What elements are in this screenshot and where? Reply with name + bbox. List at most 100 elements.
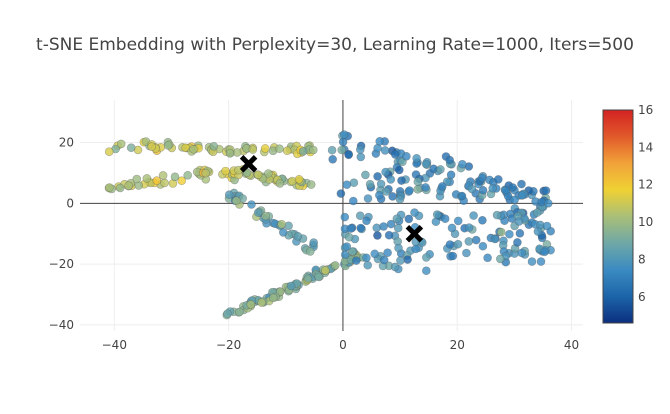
- data-point: [373, 231, 382, 240]
- colorbar: 6 8 10 12 14 16: [602, 103, 653, 324]
- data-point: [457, 191, 467, 201]
- colorbar-tick-label: 16: [638, 103, 653, 117]
- data-point: [517, 191, 527, 200]
- data-point: [505, 229, 514, 239]
- data-point: [327, 145, 337, 155]
- scatter-points: [104, 130, 556, 320]
- data-point: [393, 223, 403, 233]
- data-point: [124, 181, 133, 190]
- data-point: [105, 183, 114, 192]
- data-point: [347, 247, 357, 256]
- data-point: [132, 174, 142, 184]
- data-point: [412, 154, 421, 163]
- centroid-marker: [239, 155, 258, 173]
- data-point: [471, 235, 481, 245]
- data-point: [337, 145, 347, 155]
- data-point: [183, 171, 192, 180]
- data-point: [284, 221, 293, 231]
- data-point: [388, 192, 397, 201]
- data-point: [303, 274, 313, 283]
- data-point: [445, 155, 455, 165]
- data-point: [492, 210, 502, 220]
- data-point: [517, 248, 527, 258]
- data-point: [495, 254, 505, 264]
- data-point: [115, 183, 125, 193]
- data-point: [158, 171, 168, 180]
- data-point: [394, 165, 404, 175]
- data-point: [277, 219, 286, 229]
- data-point: [298, 147, 308, 156]
- data-point: [253, 170, 263, 179]
- data-point: [392, 214, 402, 223]
- data-point: [361, 170, 370, 180]
- data-point: [453, 239, 463, 249]
- data-point: [517, 179, 526, 189]
- data-point: [381, 187, 391, 196]
- data-point: [405, 186, 414, 195]
- data-point: [224, 190, 234, 199]
- data-point: [421, 266, 431, 276]
- data-point: [116, 139, 126, 149]
- data-point: [336, 189, 346, 198]
- data-point: [469, 211, 478, 220]
- data-point: [275, 144, 284, 153]
- data-point: [501, 185, 510, 195]
- data-point: [457, 159, 467, 169]
- data-point: [380, 146, 390, 155]
- data-point: [344, 150, 353, 160]
- data-point: [363, 260, 373, 270]
- data-point: [356, 223, 366, 233]
- data-point: [383, 248, 392, 257]
- data-point: [436, 165, 445, 174]
- colorbar-tick-label: 8: [638, 252, 646, 266]
- data-point: [223, 309, 232, 319]
- x-tick-label: 0: [339, 338, 347, 352]
- data-point: [372, 223, 382, 233]
- data-point: [510, 195, 519, 205]
- data-point: [514, 217, 524, 226]
- data-point: [181, 143, 190, 153]
- data-point: [363, 194, 373, 203]
- data-point: [355, 145, 365, 154]
- data-point: [163, 141, 173, 150]
- data-point: [126, 143, 136, 152]
- data-point: [201, 168, 210, 178]
- data-point: [308, 145, 318, 155]
- data-point: [376, 179, 386, 189]
- data-point: [483, 253, 492, 263]
- data-point: [355, 211, 365, 220]
- data-point: [142, 174, 152, 183]
- data-point: [396, 256, 405, 265]
- data-point: [356, 152, 366, 162]
- data-point: [248, 145, 258, 154]
- y-tick-label: 0: [66, 196, 74, 210]
- x-tick-label: 40: [564, 338, 579, 352]
- data-point: [209, 142, 219, 151]
- data-point: [309, 238, 319, 247]
- data-point: [540, 247, 549, 257]
- data-point: [464, 237, 474, 246]
- data-point: [448, 251, 458, 261]
- x-tick-label: −40: [102, 338, 127, 352]
- data-point: [421, 253, 431, 262]
- data-point: [338, 137, 348, 147]
- data-point: [379, 255, 389, 265]
- data-point: [478, 216, 487, 225]
- data-point: [342, 180, 352, 189]
- colorbar-tick-label: 10: [638, 215, 653, 229]
- data-point: [225, 149, 235, 158]
- data-point: [397, 176, 406, 185]
- data-point: [413, 185, 423, 194]
- data-point: [440, 214, 450, 223]
- data-point: [346, 224, 356, 233]
- data-point: [253, 208, 263, 217]
- data-point: [478, 241, 488, 251]
- data-point: [374, 190, 384, 200]
- data-point: [362, 216, 371, 226]
- data-point: [447, 223, 457, 233]
- data-point: [381, 167, 390, 177]
- data-point: [268, 293, 278, 303]
- data-point: [437, 182, 447, 191]
- chart-title: t-SNE Embedding with Perplexity=30, Lear…: [36, 35, 634, 55]
- data-point: [373, 172, 382, 181]
